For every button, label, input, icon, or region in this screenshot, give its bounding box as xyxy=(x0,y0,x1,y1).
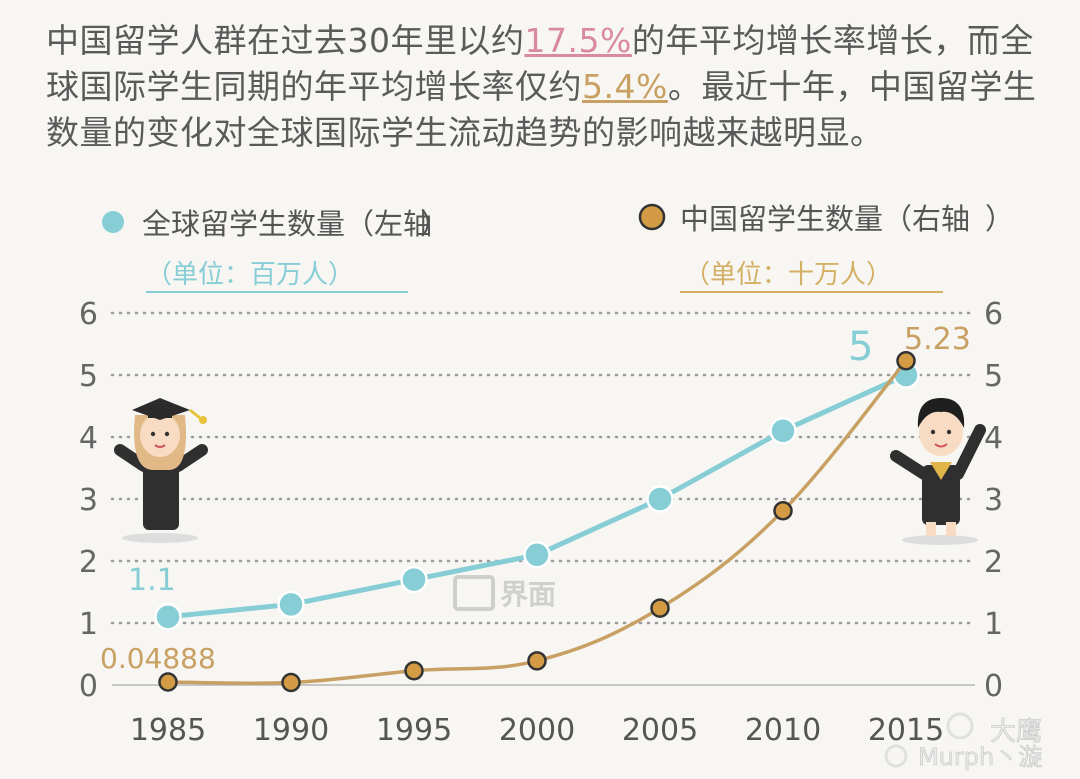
series-china-point-2000 xyxy=(527,651,547,671)
legend-china-marker xyxy=(638,203,666,231)
x-tick-1995: 1995 xyxy=(376,713,452,748)
annotation-china-last: 5.23 xyxy=(904,322,971,357)
x-tick-2010: 2010 xyxy=(745,713,821,748)
series-china-point-1995 xyxy=(404,660,424,681)
legend-global-unit: （单位：百万人） xyxy=(146,260,354,290)
y-right-tick-0: 0 xyxy=(984,669,1003,704)
x-tick-1985: 1985 xyxy=(130,713,206,748)
global-growth-rate: 5.4% xyxy=(582,67,668,106)
y-right-tick-6: 6 xyxy=(984,297,1003,332)
annotation-global-first: 1.1 xyxy=(128,563,176,598)
y-left-tick-6: 6 xyxy=(79,297,98,332)
y-right-tick-1: 1 xyxy=(984,607,1003,642)
legend-china-paren: ） xyxy=(985,202,1014,236)
x-axis: 1985 1990 1995 2000 2005 2010 2015 xyxy=(130,713,944,748)
x-tick-2015: 2015 xyxy=(868,713,944,748)
annotation-global-last: 5 xyxy=(848,324,873,370)
series-global-point-2010 xyxy=(769,417,797,445)
intro-text-1: 中国留学人群在过去30年里以约 xyxy=(46,21,525,60)
intro-paragraph: 中国留学人群在过去30年里以约17.5%的年平均增长率增长，而全球国际学生同期的… xyxy=(46,18,1056,156)
series-china-point-2015 xyxy=(896,350,916,371)
series-china xyxy=(158,350,916,693)
series-global-point-2005 xyxy=(646,485,674,513)
y-left-tick-3: 3 xyxy=(79,483,98,518)
y-right-tick-4: 4 xyxy=(984,421,1003,456)
y-right-tick-5: 5 xyxy=(984,359,1003,394)
legend-china-unit: （单位：十万人） xyxy=(684,260,892,290)
watermark-corner-bottom: Murph丶漩 xyxy=(918,743,1042,771)
series-china-point-2005 xyxy=(650,598,670,618)
y-right-tick-3: 3 xyxy=(984,483,1003,518)
series-global-point-1995 xyxy=(400,565,428,594)
y-left-tick-5: 5 xyxy=(79,359,98,394)
corner-watermark: 大鹰 Murph丶漩 xyxy=(884,712,1043,771)
watermark-corner-top: 大鹰 xyxy=(990,717,1042,747)
y-axis-left: 0 1 2 3 4 5 6 xyxy=(79,297,98,704)
series-china-point-1985 xyxy=(158,672,178,692)
intro-text-2: 的年平均增长率增长，而全球国际学生同期的年平均增长率仅约 xyxy=(46,21,1034,106)
series-global-point-1985 xyxy=(154,603,182,631)
legend-global-paren: ） xyxy=(420,207,449,241)
y-left-tick-2: 2 xyxy=(79,545,98,580)
legend-global-label: 全球留学生数量（左轴 xyxy=(142,207,432,241)
y-left-tick-1: 1 xyxy=(79,607,98,642)
series-china-point-1990 xyxy=(281,672,301,693)
y-left-tick-4: 4 xyxy=(79,421,98,456)
annotation-china-first: 0.04888 xyxy=(100,642,216,675)
legend: 全球留学生数量（左轴 ） （单位：百万人） 中国留学生数量（右轴 ） （单位：十… xyxy=(102,202,1014,293)
intro-text-3: 。最近十年，中国留学生数量的变化对全球国际学生流动趋势的影响越来越明显。 xyxy=(46,67,1037,152)
legend-global-marker xyxy=(102,211,124,233)
watermark-center-text: 界面 xyxy=(500,578,556,611)
series-china-point-2010 xyxy=(773,501,793,521)
series-global-point-1990 xyxy=(277,590,305,619)
watermark-logo: 界面 xyxy=(453,575,556,611)
y-right-tick-2: 2 xyxy=(984,545,1003,580)
series-global-point-2000 xyxy=(523,541,551,569)
graduate-girl-illustration xyxy=(114,398,208,543)
grid xyxy=(110,311,977,686)
x-tick-1990: 1990 xyxy=(253,713,329,748)
x-tick-2000: 2000 xyxy=(499,713,575,748)
graduate-boy-illustration xyxy=(890,398,986,545)
x-tick-2005: 2005 xyxy=(622,713,698,748)
y-axis-right: 0 1 2 3 4 5 6 xyxy=(984,297,1003,704)
china-growth-rate: 17.5% xyxy=(524,21,632,60)
legend-china-label: 中国留学生数量（右轴 xyxy=(680,202,970,236)
series-china-line xyxy=(167,359,908,686)
y-left-tick-0: 0 xyxy=(79,669,98,704)
